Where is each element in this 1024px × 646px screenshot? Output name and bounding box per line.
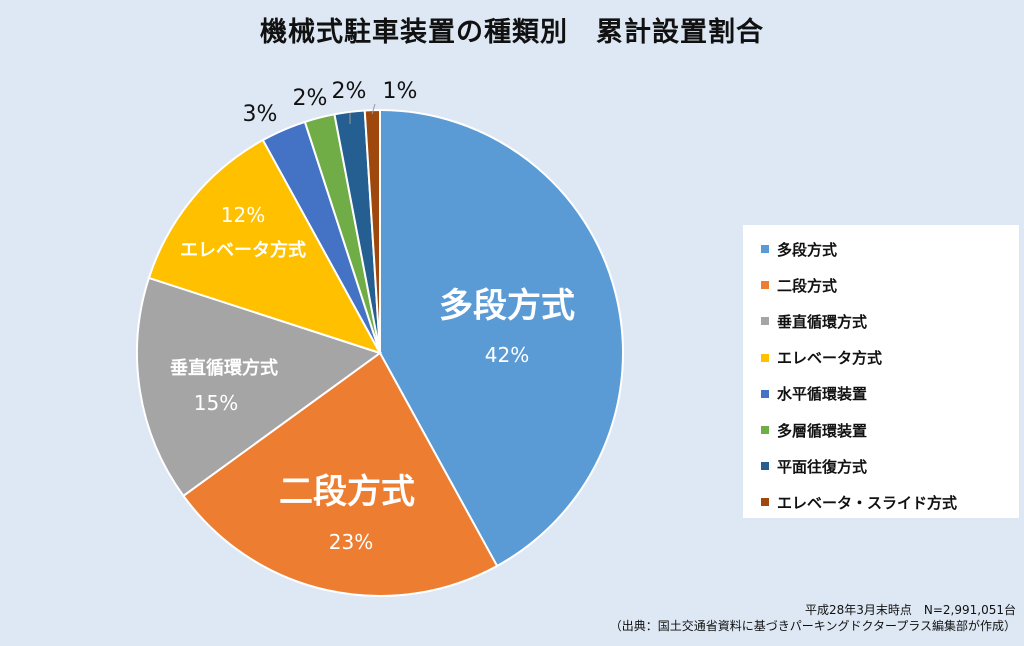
- slice-label: 3%: [243, 102, 278, 127]
- pie-slice: [182, 351, 499, 597]
- legend-swatch-icon: [761, 462, 769, 471]
- pie-chart: 多段方式 42% 二段方式 23% 垂直循環方式 15% 12% エレベータ方式 3% 2% 2% 1…: [136, 79, 624, 597]
- pie-slice: [363, 108, 381, 354]
- footnote: 平成28年3月末時点 N=2,991,051台 （出典：国土交通省資料に基づきパ…: [610, 602, 1016, 634]
- legend-item: エレベータ方式: [761, 340, 1019, 376]
- legend-swatch-icon: [761, 245, 769, 254]
- pie-slice: [379, 108, 624, 568]
- legend-swatch-icon: [761, 426, 769, 435]
- legend: 多段方式 二段方式 垂直循環方式 エレベータ方式 水平循環装置 多層循環装置 平…: [743, 225, 1019, 518]
- legend-swatch-icon: [761, 317, 769, 326]
- slice-label: 二段方式: [279, 472, 415, 512]
- leader-lines: [349, 103, 376, 124]
- slice-label: 12%: [221, 203, 265, 227]
- slice-labels: 多段方式 42% 二段方式 23% 垂直循環方式 15% 12% エレベータ方式 3% 2% 2% 1…: [170, 79, 575, 554]
- footnote-date-count: 平成28年3月末時点 N=2,991,051台: [804, 603, 1016, 617]
- slice-label: 15%: [194, 391, 238, 415]
- legend-swatch-icon: [761, 389, 769, 398]
- slice-label: 1%: [383, 79, 418, 104]
- legend-swatch-icon: [761, 498, 769, 507]
- legend-swatch-icon: [761, 353, 769, 362]
- slice-label: 多段方式: [439, 286, 575, 326]
- slice-label: 垂直循環方式: [170, 357, 278, 379]
- pie-slice: [147, 138, 383, 355]
- footnote-source: （出典：国土交通省資料に基づきパーキングドクタープラス編集部が作成）: [609, 619, 1016, 633]
- pie-slice: [136, 276, 383, 498]
- slice-label: エレベータ方式: [180, 239, 306, 261]
- pie-slices: [136, 108, 624, 597]
- legend-item: 平面往復方式: [761, 448, 1019, 484]
- slice-label: 42%: [485, 343, 529, 367]
- chart-title: 機械式駐車装置の種類別 累計設置割合: [260, 17, 764, 48]
- slice-label: 2%: [332, 79, 367, 104]
- legend-item: 水平循環装置: [761, 376, 1019, 412]
- slice-label: 2%: [293, 86, 328, 111]
- leader-line: [371, 103, 376, 115]
- legend-item: 垂直循環方式: [761, 303, 1019, 339]
- legend-item: 多段方式: [761, 231, 1019, 267]
- slice-label: 23%: [329, 530, 373, 554]
- legend-item: 二段方式: [761, 267, 1019, 303]
- legend-item: エレベータ・スライド方式: [761, 484, 1019, 520]
- legend-swatch-icon: [761, 281, 769, 290]
- legend-item: 多層循環装置: [761, 412, 1019, 448]
